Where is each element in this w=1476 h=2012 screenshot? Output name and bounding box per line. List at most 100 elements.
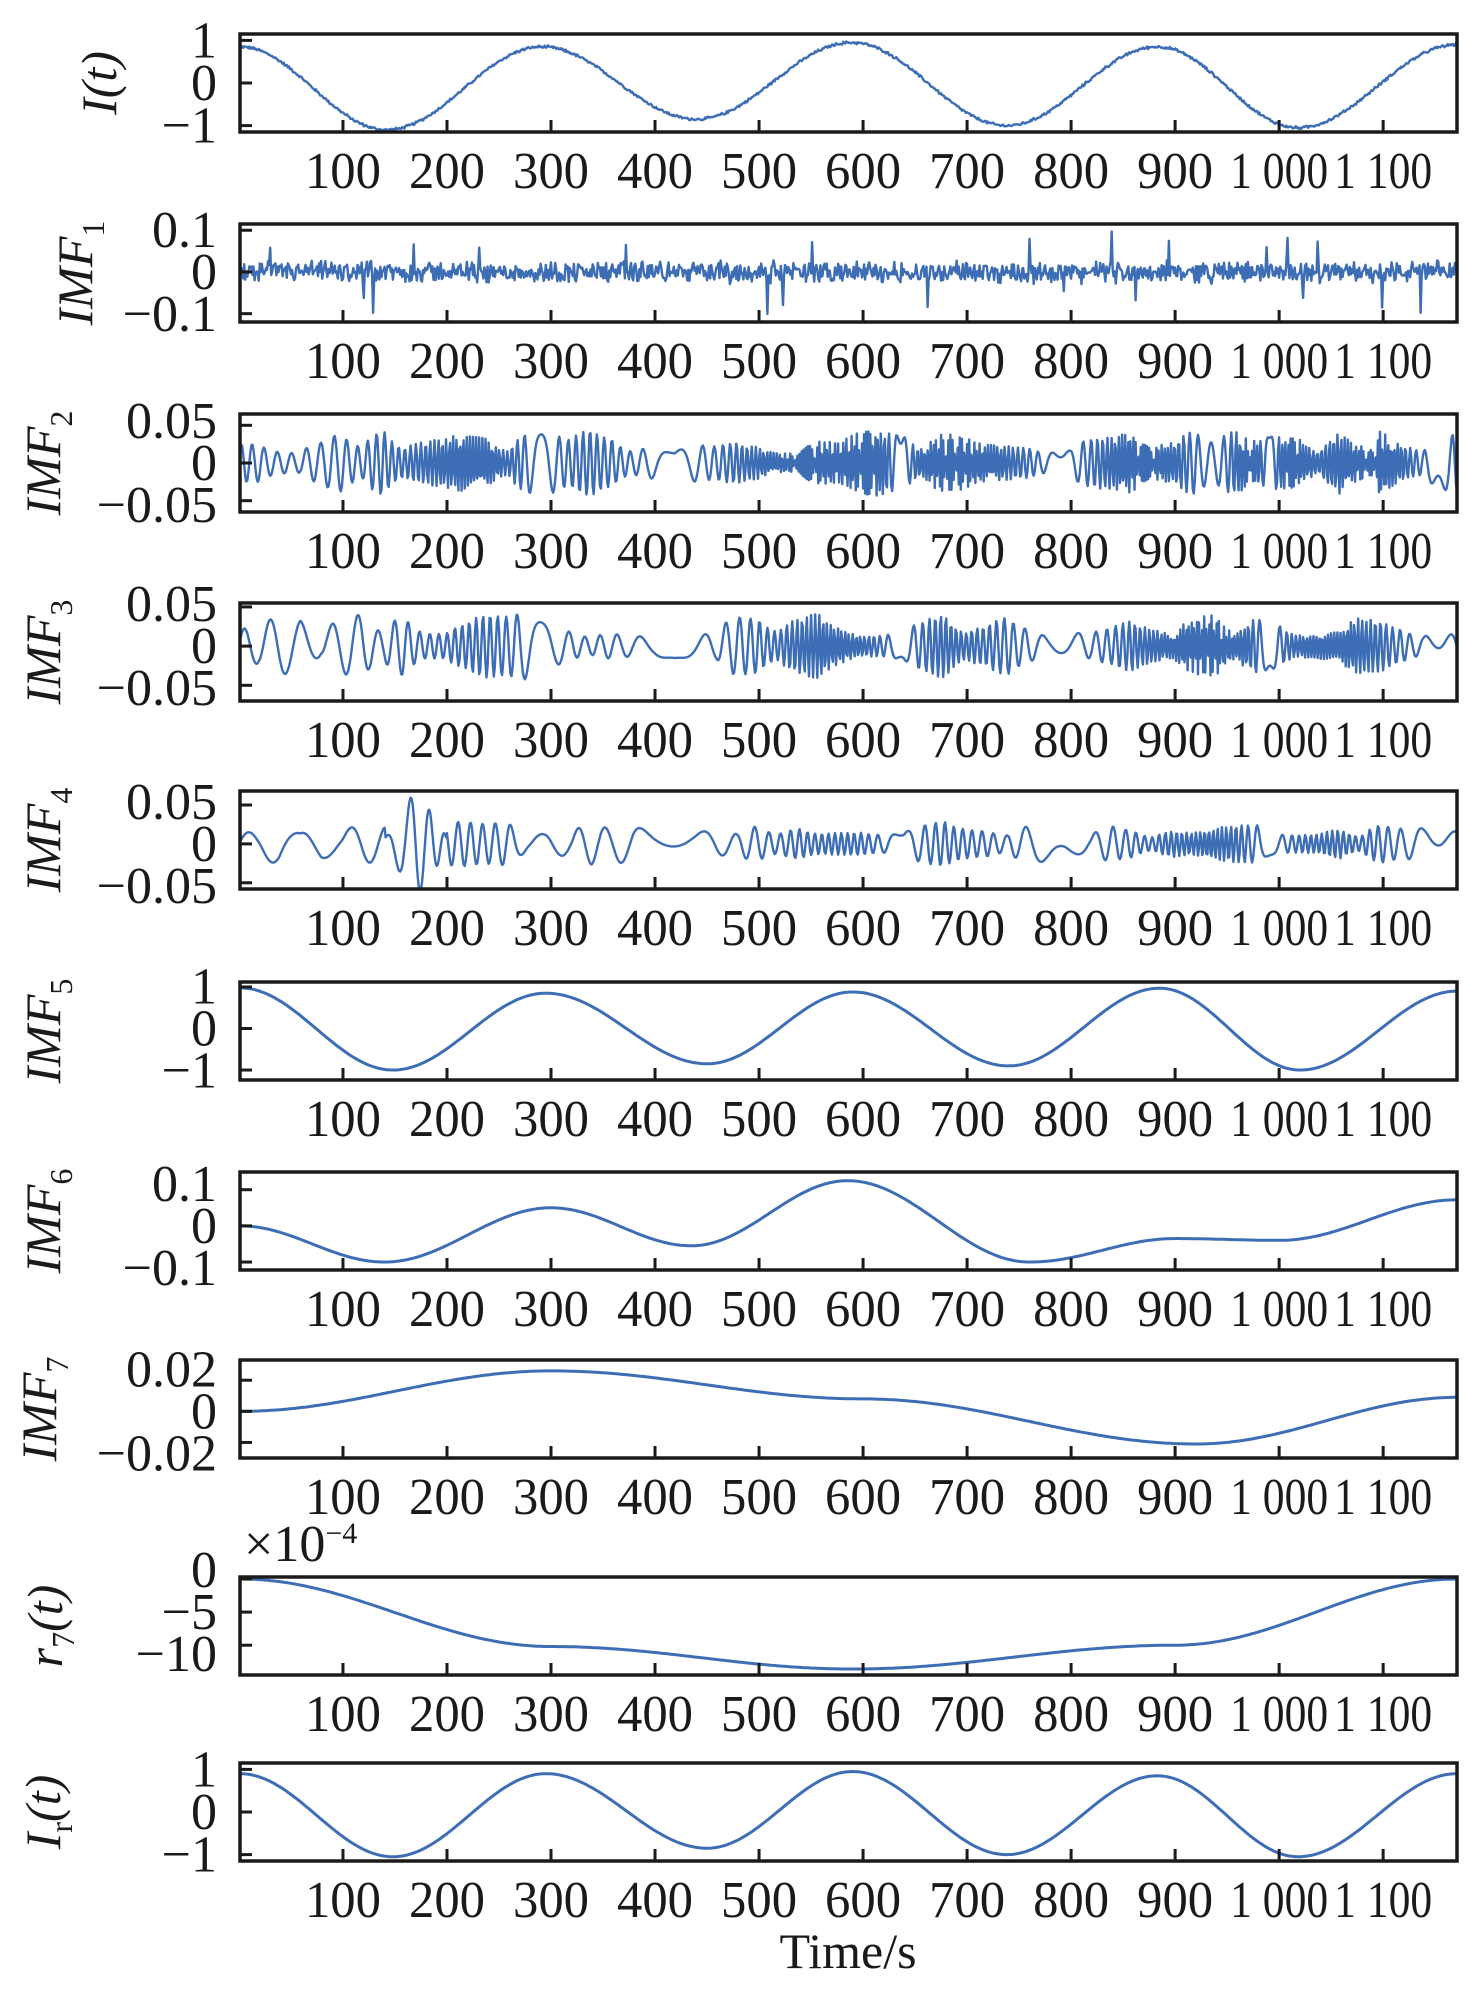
x-tick-label: 500 xyxy=(721,1281,797,1338)
y-tick-label: 0.1 xyxy=(152,202,217,259)
panel-irt: 10−1 100 200 300 400 500 600 700 800 900 1 000 1 10… xyxy=(15,1741,1459,1929)
x-tick-label: 1 000 xyxy=(1230,523,1328,580)
x-tick-label: 500 xyxy=(721,712,797,769)
x-tick-label: 700 xyxy=(929,143,1005,200)
y-axis-label: IMF3 xyxy=(15,600,79,706)
x-tick-label: 800 xyxy=(1033,523,1109,580)
y-tick-label: −0.1 xyxy=(123,1240,217,1297)
y-scale-multiplier: ×10−4 xyxy=(244,1516,357,1573)
y-tick-label: 0 xyxy=(191,1542,217,1599)
x-tick-label: 900 xyxy=(1137,1281,1213,1338)
x-tick-label: 400 xyxy=(617,1281,693,1338)
x-tick-label: 300 xyxy=(513,1281,589,1338)
y-tick-label: 1 xyxy=(191,959,217,1016)
x-tick-label: 600 xyxy=(825,1091,901,1148)
y-label-subscript: r xyxy=(43,1822,79,1833)
y-label-main: IMF xyxy=(15,803,71,893)
y-label-main: I xyxy=(15,1830,71,1850)
x-tick-label: 800 xyxy=(1033,712,1109,769)
x-tick-label: 1 100 xyxy=(1334,1872,1432,1929)
x-tick-label: 1 100 xyxy=(1334,1469,1432,1526)
x-tick-label: 1 000 xyxy=(1230,900,1328,957)
x-tick-label: 800 xyxy=(1033,1469,1109,1526)
x-tick-label: 1 000 xyxy=(1230,712,1328,769)
x-tick-label: 700 xyxy=(929,900,1005,957)
x-tick-label: 600 xyxy=(825,1686,901,1743)
x-tick-label: 300 xyxy=(513,900,589,957)
x-tick-label: 400 xyxy=(617,143,693,200)
x-tick-label: 1 100 xyxy=(1334,712,1432,769)
x-tick-label: 600 xyxy=(825,900,901,957)
x-tick-label: 400 xyxy=(617,333,693,390)
x-tick-label: 1 000 xyxy=(1230,1686,1328,1743)
panel-imf6: 0.10−0.1 100 200 300 400 500 600 700 800 900 1 000… xyxy=(15,1156,1459,1338)
x-tick-label: 900 xyxy=(1137,712,1213,769)
x-tick-label: 900 xyxy=(1137,1686,1213,1743)
x-tick-label: 800 xyxy=(1033,900,1109,957)
y-tick-label: 0 xyxy=(191,435,217,492)
x-tick-label: 700 xyxy=(929,1469,1005,1526)
x-tick-label: 900 xyxy=(1137,1469,1213,1526)
y-label-subscript: 1 xyxy=(75,221,111,237)
series-line-imf3 xyxy=(238,613,1459,681)
panel-imf2: 0.050−0.05 100 200 300 400 500 600 700 800 900 1 0… xyxy=(15,393,1459,580)
x-tick-label: 500 xyxy=(721,333,797,390)
x-tick-label: 100 xyxy=(305,1469,381,1526)
series-line-imf7 xyxy=(240,1369,1457,1446)
x-tick-label: 800 xyxy=(1033,333,1109,390)
x-tick-label: 200 xyxy=(409,523,485,580)
series-line-irt xyxy=(240,1770,1457,1859)
series-line-imf6 xyxy=(240,1179,1458,1264)
panel-imf4: 0.050−0.05 100 200 300 400 500 600 700 800 900 1 0… xyxy=(15,774,1459,957)
series-line-imf5 xyxy=(239,986,1458,1072)
y-tick-label: 0.02 xyxy=(126,1341,217,1398)
x-tick-label: 200 xyxy=(409,1872,485,1929)
x-tick-label: 100 xyxy=(305,712,381,769)
x-tick-label: 1 100 xyxy=(1334,1686,1432,1743)
x-tick-label: 200 xyxy=(409,143,485,200)
x-tick-label: 200 xyxy=(409,1686,485,1743)
x-tick-label: 800 xyxy=(1033,1281,1109,1338)
y-tick-label: −0.05 xyxy=(97,477,217,534)
x-tick-label: 400 xyxy=(617,1469,693,1526)
x-tick-label: 500 xyxy=(721,1686,797,1743)
y-tick-label: −0.05 xyxy=(97,858,217,915)
axes-frame xyxy=(238,1170,1459,1272)
y-label-main: IMF xyxy=(15,426,71,516)
y-tick-label: 0.05 xyxy=(126,576,217,633)
x-tick-label: 200 xyxy=(409,712,485,769)
x-tick-label: 700 xyxy=(929,1686,1005,1743)
axes-frame xyxy=(238,1761,1459,1863)
y-label-main: r xyxy=(17,1647,73,1667)
x-tick-label: 900 xyxy=(1137,900,1213,957)
x-tick-label: 800 xyxy=(1033,1872,1109,1929)
y-tick-label: 0 xyxy=(191,816,217,873)
x-tick-label: 900 xyxy=(1137,523,1213,580)
y-axis-label: IMF7 xyxy=(11,1357,75,1463)
x-tick-label: 100 xyxy=(305,523,381,580)
x-tick-label: 800 xyxy=(1033,1091,1109,1148)
y-label-main: IMF xyxy=(15,1184,71,1274)
x-tick-label: 500 xyxy=(721,1469,797,1526)
y-tick-label: −0.02 xyxy=(97,1425,217,1482)
x-tick-label: 500 xyxy=(721,900,797,957)
x-tick-label: 300 xyxy=(513,333,589,390)
x-tick-label: 800 xyxy=(1033,1686,1109,1743)
y-axis-label: I(t) xyxy=(71,51,127,116)
y-axis-label: IMF5 xyxy=(15,979,79,1085)
x-tick-label: 900 xyxy=(1137,1872,1213,1929)
y-label-subscript: 2 xyxy=(43,411,79,427)
y-label-subscript: 5 xyxy=(43,979,79,995)
y-label-main: IMF xyxy=(47,236,103,326)
x-tick-label: 600 xyxy=(825,1281,901,1338)
x-tick-label: 700 xyxy=(929,1872,1005,1929)
y-tick-label: 0 xyxy=(191,618,217,675)
x-tick-label: 300 xyxy=(513,1872,589,1929)
y-tick-label: −5 xyxy=(162,1584,217,1641)
y-tick-label: 0 xyxy=(191,244,217,301)
x-tick-label: 700 xyxy=(929,1091,1005,1148)
y-label-main: IMF xyxy=(15,994,71,1084)
axes-frame xyxy=(238,32,1459,134)
x-tick-label: 1 100 xyxy=(1334,143,1432,200)
x-tick-label: 1 000 xyxy=(1230,1872,1328,1929)
